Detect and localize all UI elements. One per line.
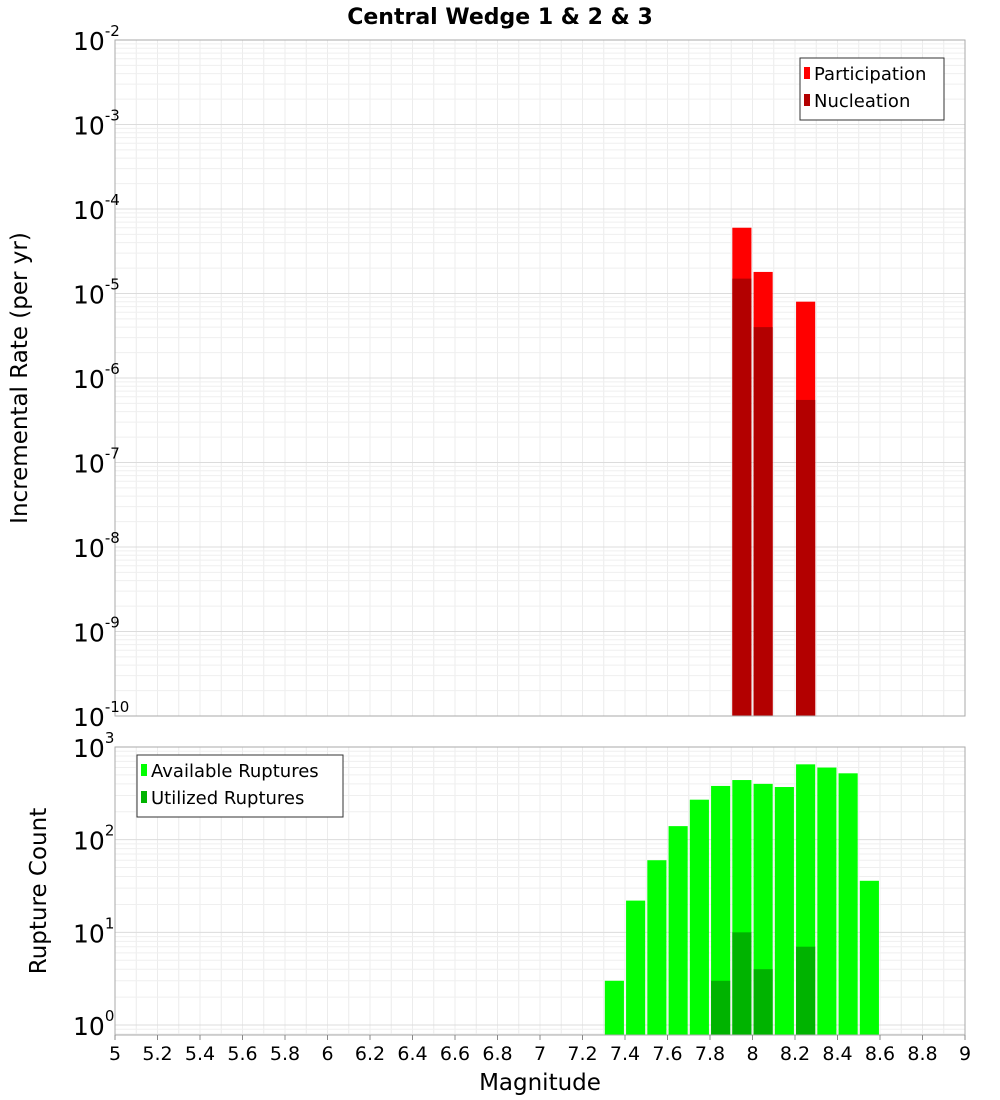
legend-box [136,754,344,818]
bar-available-ruptures [838,773,858,1035]
y-tick-label: 10-5 [73,276,120,310]
bar-nucleation [796,399,816,716]
x-tick-label: 5.6 [227,1043,257,1065]
bar-available-ruptures [668,826,688,1035]
y-tick-label: 103 [73,729,114,763]
bar-available-ruptures [711,785,731,1035]
y-tick-label: 10-10 [73,698,129,732]
top-panel-bars [732,227,816,716]
top-plot-area [114,39,966,717]
x-tick-label: 7.2 [567,1043,597,1065]
x-tick-label: 8.4 [822,1043,852,1065]
x-tick-label: 8.2 [780,1043,810,1065]
x-tick-label: 6.2 [355,1043,385,1065]
y-tick-label: 10-9 [73,614,120,648]
legend-swatch [804,67,810,79]
x-tick-label: 7.8 [695,1043,725,1065]
y-tick-label: 102 [73,822,114,856]
bar-utilized-ruptures [796,946,816,1035]
bar-available-ruptures [689,799,709,1035]
x-tick-label: 6.8 [482,1043,512,1065]
x-tick-label: 5.2 [142,1043,172,1065]
x-tick-label: 5 [109,1043,121,1065]
x-tick-label: 7.4 [610,1043,640,1065]
bottom-legend: Available Ruptures Utilized Ruptures [136,754,344,818]
bottom-panel-bars [604,764,879,1035]
legend-label: Nucleation [814,91,910,112]
x-tick-label: 5.8 [270,1043,300,1065]
legend-label: Available Ruptures [151,761,319,782]
bar-available-ruptures [604,980,624,1035]
legend-label: Utilized Ruptures [151,788,304,809]
top-legend: Participation Nucleation [799,57,945,121]
bottom-panel-y-ticks: 100 101 102 103 [73,729,114,1041]
x-tick-label: 6.4 [397,1043,427,1065]
y-tick-label: 10-8 [73,529,120,563]
bar-nucleation [732,278,752,716]
bar-available-ruptures [817,767,837,1035]
x-tick-label: 7 [534,1043,546,1065]
y-tick-label: 10-6 [73,360,120,394]
x-tick-label: 6.6 [440,1043,470,1065]
legend-swatch [141,791,147,803]
bar-available-ruptures [859,880,879,1035]
x-tick-label: 5.4 [185,1043,215,1065]
y-tick-label: 10-4 [73,191,120,225]
x-tick-label: 8.6 [865,1043,895,1065]
legend-label: Participation [814,64,926,85]
y-tick-label: 10-3 [73,107,120,141]
y-tick-label: 101 [73,914,114,948]
legend-swatch [141,764,147,776]
chart-title: Central Wedge 1 & 2 & 3 [347,5,653,30]
x-axis-ticks: 5 5.2 5.4 5.6 5.8 6 6.2 6.4 6.6 6.8 7 7.2 7.4 7.6 7.8 8… [109,1035,971,1065]
bar-available-ruptures [626,900,646,1035]
legend-box [799,57,945,121]
top-y-axis-label: Incremental Rate (per yr) [7,232,33,524]
bar-available-ruptures [774,787,794,1035]
bar-utilized-ruptures [711,980,731,1035]
bar-nucleation [753,327,773,716]
x-axis-label: Magnitude [479,1070,601,1096]
y-tick-label: 10-2 [73,22,120,56]
x-tick-label: 8.8 [907,1043,937,1065]
x-tick-label: 9 [959,1043,971,1065]
x-tick-label: 8 [746,1043,758,1065]
legend-swatch [804,94,810,106]
bottom-y-axis-label: Rupture Count [26,808,52,974]
y-tick-label: 10-7 [73,445,120,479]
bar-utilized-ruptures [753,969,773,1035]
y-tick-label: 100 [73,1007,114,1041]
x-tick-label: 7.6 [652,1043,682,1065]
x-tick-label: 6 [321,1043,333,1065]
top-panel-gridlines [114,40,966,717]
bar-utilized-ruptures [732,932,752,1035]
bar-available-ruptures [647,860,667,1035]
top-panel-y-ticks: 10-10 10-9 10-8 10-7 10-6 10-5 10-4 10-3 10-2 [73,22,129,732]
